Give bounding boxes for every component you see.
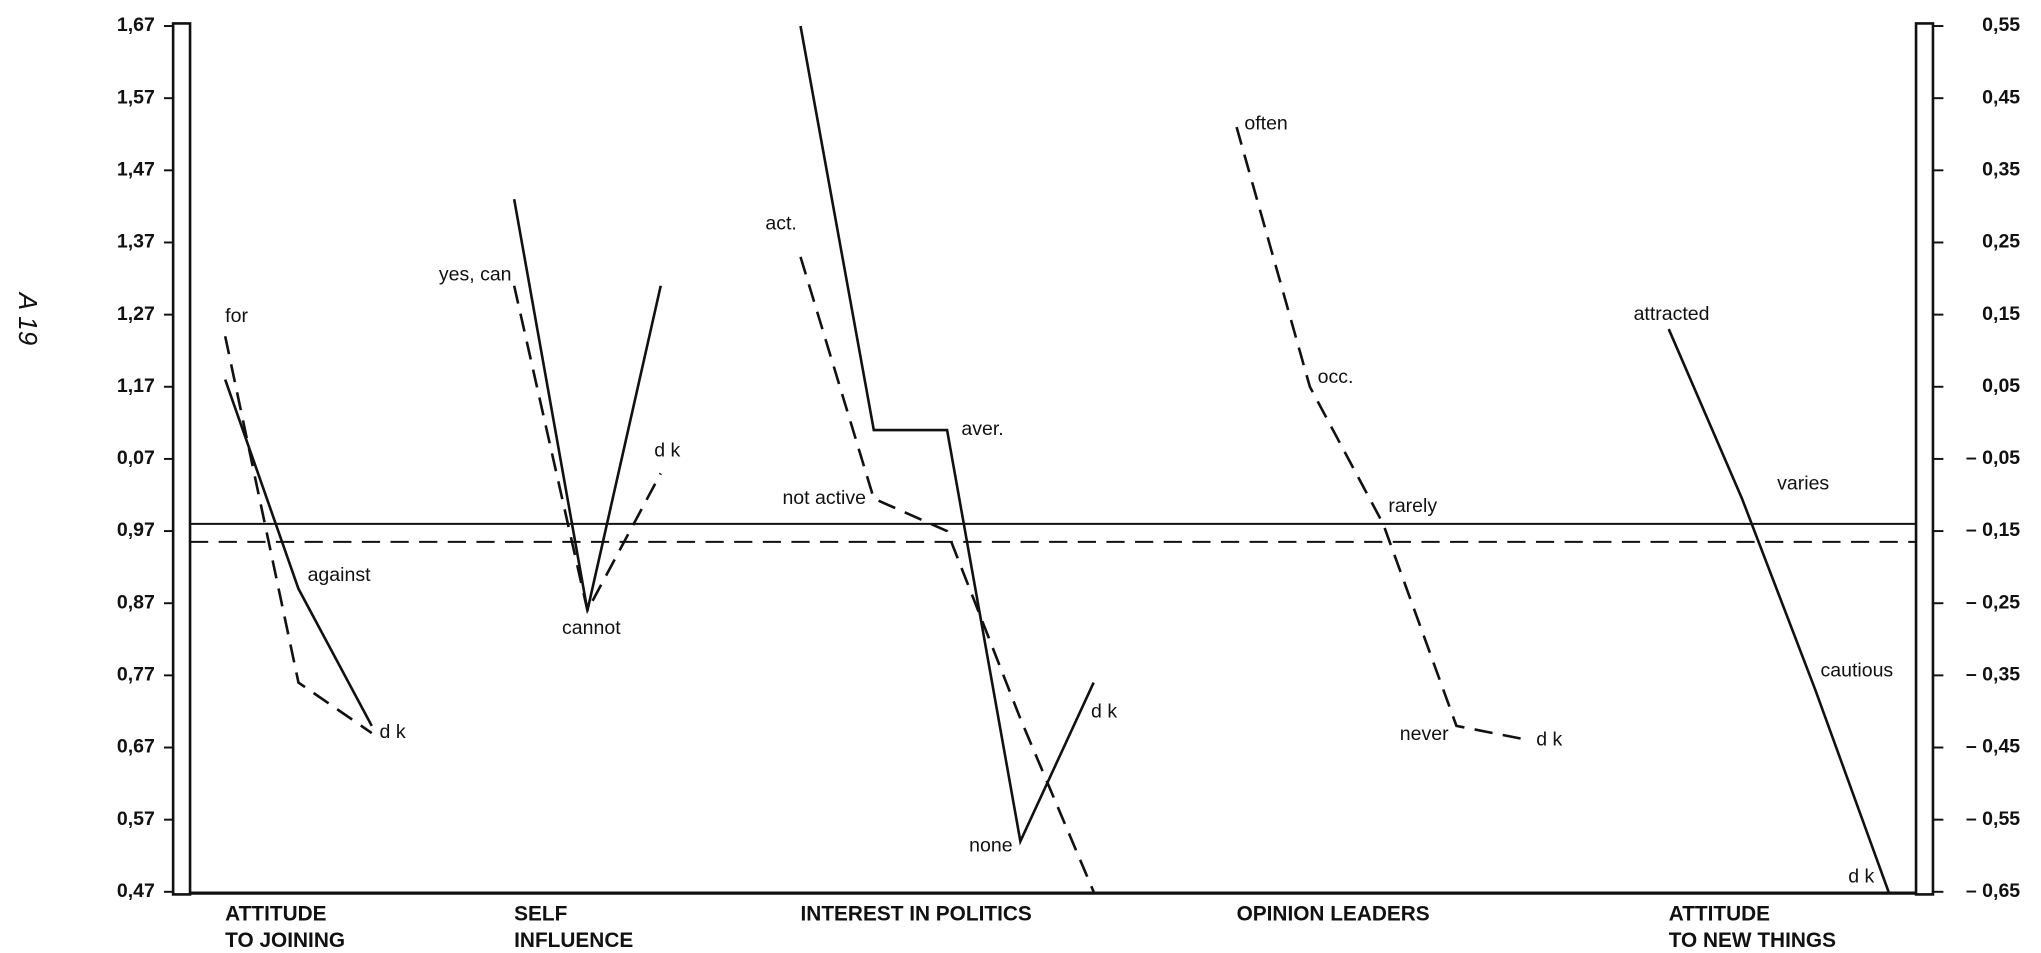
point-label: d k (1848, 866, 1874, 888)
y-tick-label: 0,47 (117, 880, 155, 902)
y-tick-label: 0,77 (117, 664, 155, 686)
point-label: occ. (1318, 366, 1354, 388)
y2-tick-label: 0,15 (1982, 303, 2020, 325)
series-line (799, 25, 1095, 846)
series-line (512, 198, 662, 611)
y-tick-label: 1,67 (117, 14, 155, 36)
point-label: varies (1777, 472, 1829, 494)
series-line (223, 379, 373, 727)
group-label: TO JOINING (225, 929, 345, 952)
y-tick-label: 1,57 (117, 86, 155, 108)
y-tick-label: 0,87 (117, 591, 155, 613)
point-label: d k (1536, 728, 1562, 750)
y2-tick-label: – 0,55 (1966, 808, 2020, 830)
series-line (512, 285, 662, 615)
point-label: none (969, 835, 1012, 857)
point-label: d k (654, 439, 680, 461)
point-label: act. (765, 213, 796, 235)
group-label: ATTITUDE (1669, 903, 1770, 926)
point-label: attracted (1634, 303, 1710, 325)
y-tick-label: 1,37 (117, 231, 155, 253)
series-line (1235, 126, 1530, 742)
point-label: aver. (961, 418, 1003, 440)
y2-tick-label: 0,05 (1982, 375, 2020, 397)
group-label: OPINION LEADERS (1237, 903, 1430, 926)
point-label: d k (380, 721, 406, 743)
group-label: INTEREST IN POLITICS (801, 903, 1032, 926)
y-tick-label: 0,57 (117, 808, 155, 830)
y-tick-label: 1,27 (117, 303, 155, 325)
y-tick-label: 0,67 (117, 736, 155, 758)
y2-tick-label: – 0,25 (1966, 591, 2020, 613)
series-line (223, 336, 373, 735)
series-line (799, 256, 1095, 893)
point-label: rarely (1388, 495, 1437, 517)
y-tick-label: 1,47 (117, 158, 155, 180)
y-tick-label: 1,17 (117, 375, 155, 397)
point-label: cannot (562, 617, 621, 639)
point-label: against (308, 564, 372, 586)
point-label: never (1400, 723, 1449, 745)
y-tick-label: 0,07 (117, 447, 155, 469)
y-tick-label: 0,97 (117, 519, 155, 541)
group-label: TO NEW THINGS (1669, 929, 1836, 952)
right-axis-bar (1914, 22, 1935, 896)
y2-tick-label: – 0,65 (1966, 880, 2020, 902)
group-label: INFLUENCE (514, 929, 633, 952)
point-label: yes, can (439, 264, 512, 286)
left-axis-bar (171, 22, 192, 896)
group-label: ATTITUDE (225, 903, 326, 926)
point-label: d k (1091, 701, 1117, 723)
series-line (1667, 328, 1890, 893)
y2-tick-label: 0,55 (1982, 14, 2020, 36)
y2-tick-label: 0,35 (1982, 158, 2020, 180)
group-label: SELF (514, 903, 567, 926)
point-label: cautious (1820, 660, 1893, 682)
point-label: not active (782, 487, 866, 509)
y2-tick-label: 0,45 (1982, 86, 2020, 108)
y2-tick-label: 0,25 (1982, 231, 2020, 253)
y2-tick-label: – 0,15 (1966, 519, 2020, 541)
y2-tick-label: – 0,45 (1966, 736, 2020, 758)
point-label: for (225, 305, 248, 327)
y2-tick-label: – 0,35 (1966, 664, 2020, 686)
point-label: often (1244, 113, 1287, 135)
page-label: A 19 (13, 291, 43, 346)
y2-tick-label: – 0,05 (1966, 447, 2020, 469)
